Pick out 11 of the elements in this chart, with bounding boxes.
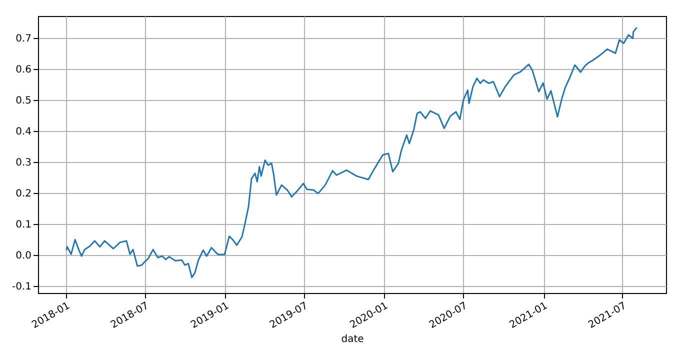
y-tick-label: 0.2 — [16, 188, 32, 200]
line-series — [66, 26, 638, 278]
y-tick-label: 0.4 — [16, 126, 32, 138]
y-tick-label: -0.1 — [12, 282, 32, 293]
y-tick-label: 0.0 — [16, 250, 32, 262]
y-tick-label: 0.5 — [16, 96, 32, 107]
y-tick-label: 0.6 — [16, 64, 32, 76]
y-tick-label: 0.1 — [16, 220, 32, 231]
y-tick-label: 0.3 — [16, 158, 32, 169]
x-axis-title: date — [341, 334, 364, 346]
y-tick-label: 0.7 — [16, 34, 32, 45]
